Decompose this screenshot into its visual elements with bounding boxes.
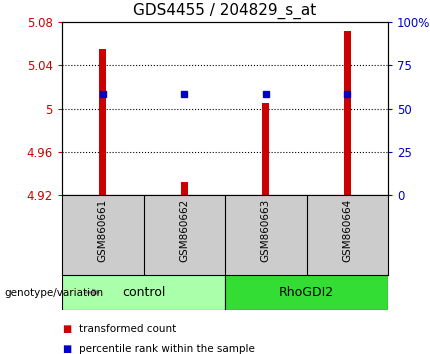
- Text: RhoGDI2: RhoGDI2: [279, 286, 334, 299]
- Text: GSM860663: GSM860663: [261, 199, 271, 262]
- Bar: [344, 31, 350, 195]
- Text: GSM860664: GSM860664: [342, 199, 352, 262]
- Text: control: control: [122, 286, 165, 299]
- Text: GSM860661: GSM860661: [98, 199, 108, 262]
- Title: GDS4455 / 204829_s_at: GDS4455 / 204829_s_at: [133, 3, 316, 19]
- Bar: [181, 182, 187, 195]
- Text: GSM860662: GSM860662: [179, 199, 189, 262]
- Text: ■: ■: [62, 344, 71, 354]
- Bar: [62, 275, 225, 310]
- Text: ■: ■: [62, 324, 71, 334]
- Text: percentile rank within the sample: percentile rank within the sample: [79, 344, 255, 354]
- Bar: [262, 103, 269, 195]
- Bar: [99, 49, 106, 195]
- Bar: [225, 275, 388, 310]
- Text: genotype/variation: genotype/variation: [4, 287, 104, 297]
- Text: transformed count: transformed count: [79, 324, 176, 334]
